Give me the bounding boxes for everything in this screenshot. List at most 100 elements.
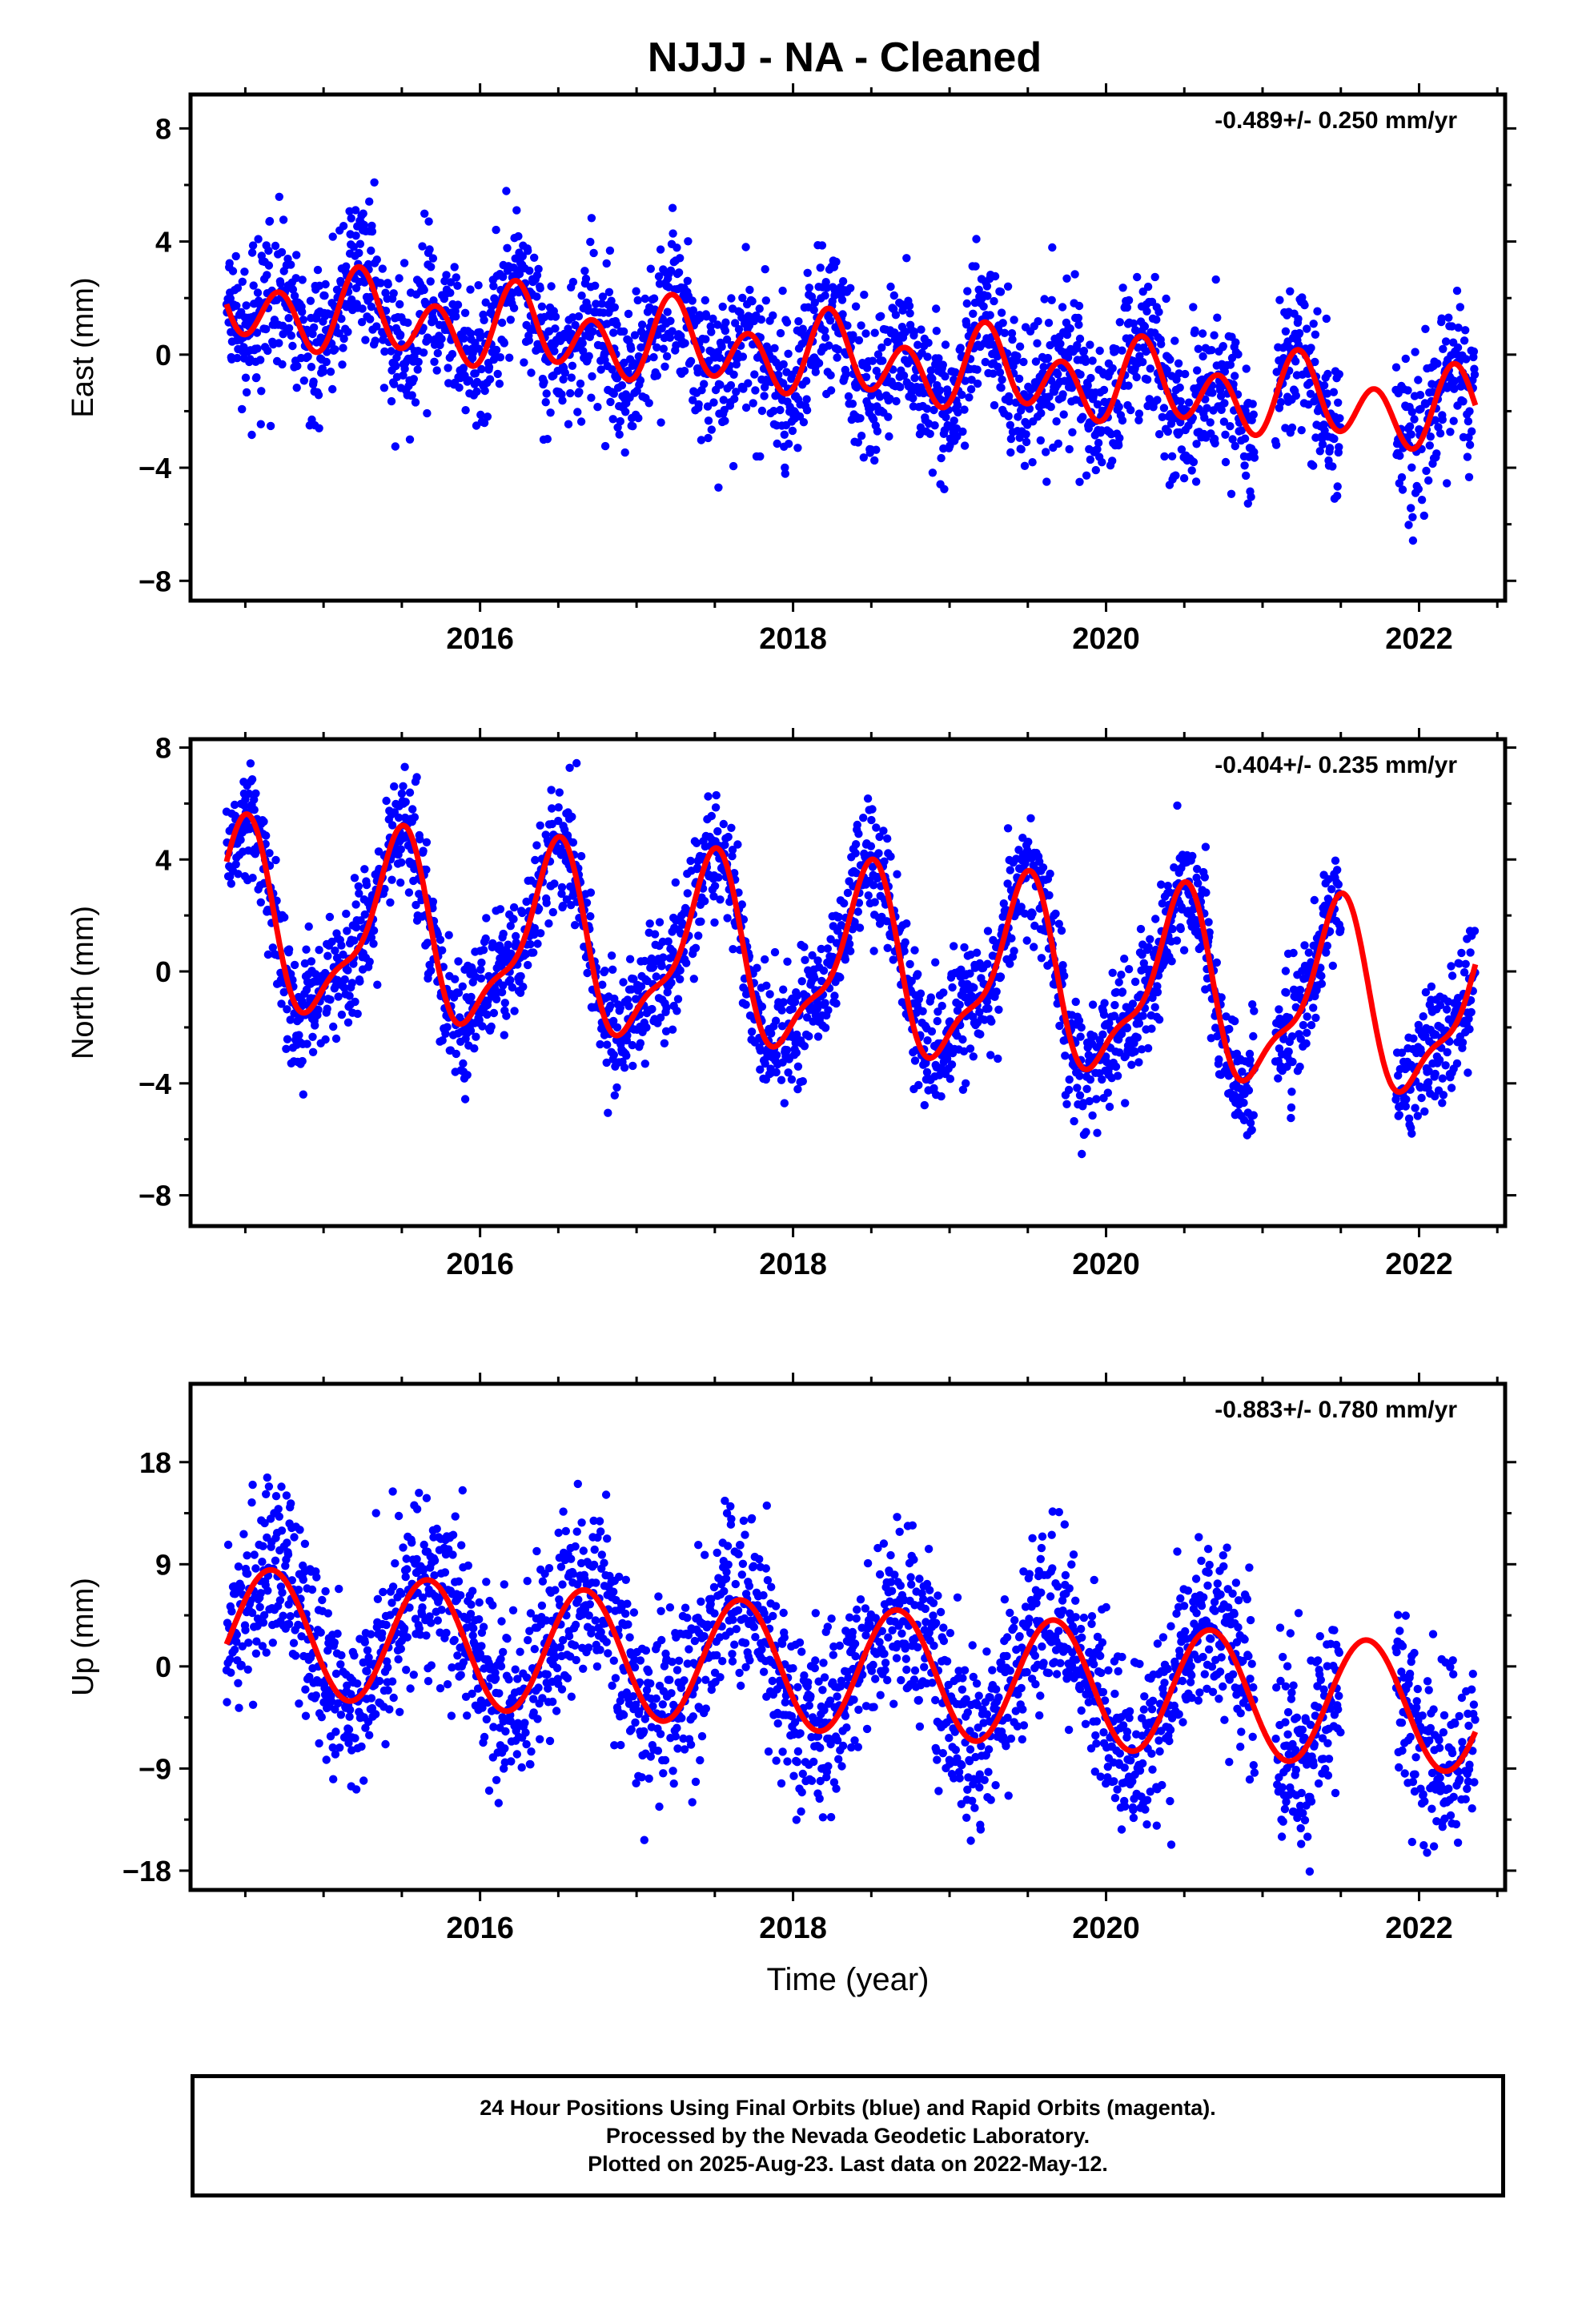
data-point [1333,866,1342,875]
data-point [816,263,825,272]
data-point [460,308,470,317]
data-point [499,272,508,281]
data-point [1438,1074,1447,1083]
data-point [1150,1003,1159,1011]
data-point [1073,340,1082,350]
data-point [503,243,512,252]
data-point [1150,272,1159,282]
data-point [481,298,490,307]
data-point [509,304,519,312]
data-point [395,274,404,283]
data-point [1401,354,1411,364]
data-point [547,282,556,291]
data-point [1306,389,1315,398]
data-point [1295,985,1305,995]
data-point [355,239,365,248]
data-point [1056,340,1065,348]
data-point [1334,880,1343,889]
data-point [1311,357,1319,367]
data-point [845,939,854,948]
data-point [1274,1074,1283,1083]
data-point [707,425,716,434]
data-point [1191,477,1201,486]
data-point [1095,346,1104,356]
data-point [1438,1099,1447,1108]
data-point [451,975,460,983]
data-point [1154,1015,1164,1024]
data-point [1464,1068,1472,1077]
data-point [772,1068,781,1077]
data-point [1038,863,1048,872]
data-point [1333,492,1342,501]
data-point [1054,370,1062,379]
data-point [1042,477,1051,486]
data-point [637,320,647,329]
data-point [423,939,432,947]
data-point [1008,335,1017,344]
data-point [422,838,432,846]
data-point [391,442,400,451]
data-point [587,393,596,402]
data-point [926,366,936,375]
data-point [580,267,589,275]
data-point [1078,412,1087,421]
data-point [1419,511,1429,521]
data-point [522,897,531,907]
data-point [1051,909,1060,919]
data-point [257,387,266,396]
data-point [760,392,769,400]
data-point [771,1016,781,1025]
data-point [963,287,972,296]
data-point [322,357,331,367]
data-point [605,246,615,255]
y-tick-label: 4 [155,226,171,259]
data-point [399,371,408,380]
data-point [686,356,696,366]
data-point [933,1016,942,1026]
data-point [524,247,532,255]
data-point [313,265,323,275]
data-point [443,1023,452,1031]
data-point [485,375,495,384]
data-point [1040,295,1049,304]
data-point [899,371,909,380]
data-point [512,938,520,947]
data-point [628,422,637,431]
data-point [774,370,783,380]
data-point [1294,315,1303,324]
data-point [972,235,981,243]
data-point [761,265,769,274]
data-point [610,303,619,312]
data-point [466,1026,476,1035]
data-point [298,308,307,316]
data-point [937,453,946,463]
data-point [1217,405,1226,414]
data-point [928,468,938,477]
data-point [478,1022,487,1031]
data-point [1211,439,1219,448]
data-point [334,992,343,1001]
data-point [1458,1038,1468,1047]
data-point [1464,472,1474,481]
data-point [1138,357,1147,367]
data-point [380,884,389,894]
data-point [298,996,307,1006]
data-point [1142,375,1152,384]
data-point [1122,303,1132,312]
data-point [922,404,932,413]
data-point [990,296,998,306]
data-point [869,947,878,955]
data-point [542,389,551,398]
data-point [1305,378,1315,388]
data-point [757,1002,767,1011]
data-point [248,1480,257,1490]
data-point [409,375,418,384]
data-point [339,344,347,352]
data-point [780,430,789,439]
data-point [251,1564,260,1573]
data-point [1019,357,1028,367]
data-point [630,331,640,340]
data-point [821,333,830,342]
data-point [300,959,310,968]
data-point [823,944,833,953]
